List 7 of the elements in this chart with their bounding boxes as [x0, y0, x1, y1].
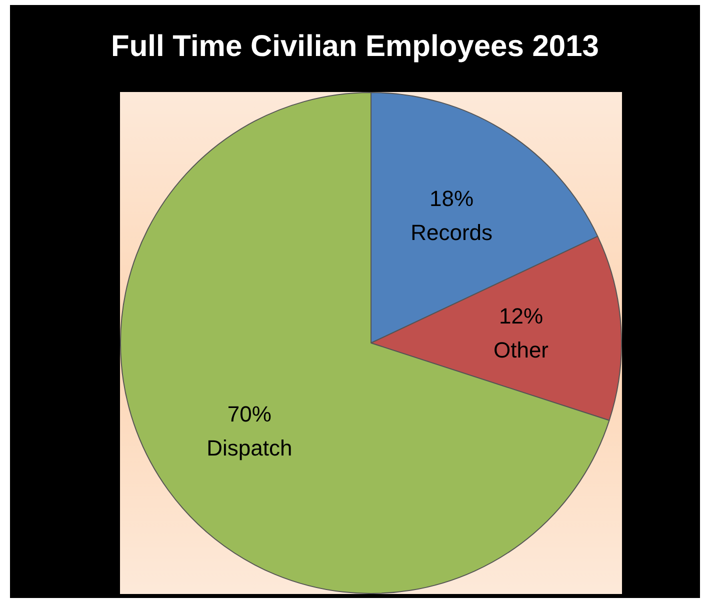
slice-label: Dispatch — [206, 435, 292, 460]
data-label: 12% — [498, 304, 544, 329]
data-label: 70% — [227, 401, 272, 426]
chart-title: Full Time Civilian Employees 2013 — [110, 30, 600, 64]
slice-label: Other — [493, 338, 549, 363]
slice-label: Records — [410, 220, 492, 246]
data-label: 18% — [430, 186, 474, 212]
